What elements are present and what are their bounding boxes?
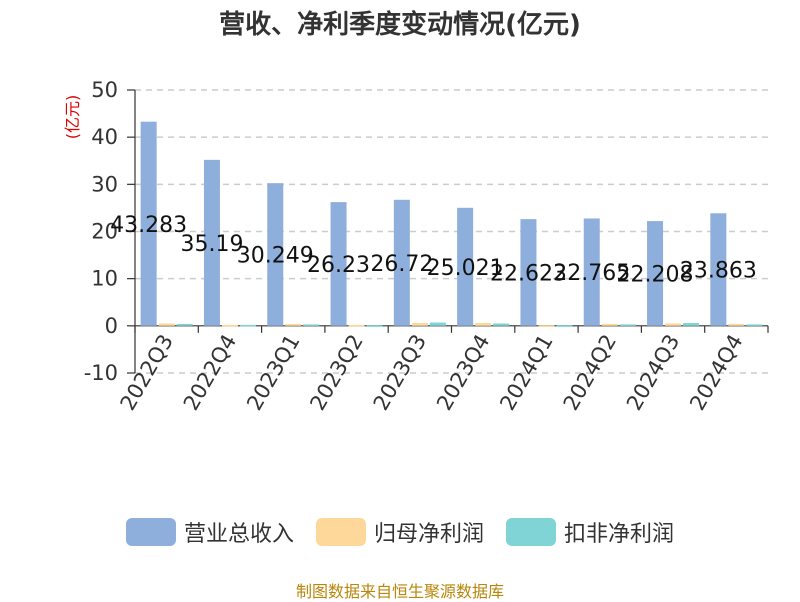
bar-net-profit	[665, 323, 682, 326]
data-label: 30.249	[237, 243, 314, 268]
data-label: 22.623	[490, 261, 567, 286]
data-source-note: 制图数据来自恒生聚源数据库	[295, 582, 504, 601]
bar-net-profit	[411, 323, 428, 326]
data-label: 26.23	[307, 253, 370, 278]
legend-label-deducted-profit: 扣非净利润	[564, 522, 675, 547]
data-label: 22.208	[617, 262, 694, 287]
bar-revenue	[393, 199, 410, 326]
y-tick-label: 20	[91, 220, 118, 244]
bar-deducted-profit	[619, 324, 636, 326]
legend-swatch-deducted-profit	[506, 518, 556, 546]
bar-deducted-profit	[303, 324, 320, 326]
bar-deducted-profit	[746, 324, 763, 326]
y-tick-label: -10	[84, 361, 118, 385]
data-label: 43.283	[110, 213, 187, 238]
bar-deducted-profit	[176, 323, 193, 326]
x-tick-label: 2024Q4	[685, 330, 747, 414]
bar-deducted-profit	[683, 323, 700, 326]
bar-revenue	[583, 218, 600, 326]
bar-deducted-profit	[493, 323, 510, 326]
bar-revenue	[457, 207, 474, 326]
bar-deducted-profit	[556, 325, 573, 327]
bar-revenue	[647, 221, 664, 326]
legend-swatch-net-profit	[315, 518, 366, 546]
bar-revenue	[520, 219, 537, 326]
bar-deducted-profit	[366, 325, 383, 327]
legend-item-net-profit[interactable]: 归母净利润	[315, 516, 484, 548]
bar-revenue	[140, 121, 157, 326]
bar-net-profit	[538, 325, 555, 327]
y-tick-label: 30	[91, 172, 118, 196]
data-label: 26.72	[370, 252, 433, 277]
y-tick-label: 40	[91, 125, 118, 149]
legend-item-deducted-profit[interactable]: 扣非净利润	[506, 516, 674, 548]
x-tick-label: 2023Q1	[242, 330, 304, 414]
bar-net-profit	[728, 323, 745, 326]
x-tick-label: 2023Q4	[432, 330, 494, 414]
bars	[140, 121, 763, 327]
bar-net-profit	[221, 324, 238, 327]
data-label: 22.765	[553, 261, 630, 286]
bar-net-profit	[601, 323, 618, 326]
x-tick-label: 2022Q4	[179, 330, 241, 414]
data-label: 25.021	[427, 256, 504, 281]
bar-revenue	[267, 183, 284, 326]
data-label: 23.863	[680, 259, 757, 284]
bar-revenue	[203, 159, 220, 326]
y-tick-label: 10	[91, 267, 118, 291]
bar-net-profit	[475, 323, 492, 326]
y-axis-title: (亿元)	[63, 95, 82, 140]
x-tick-label: 2024Q1	[495, 330, 557, 414]
legend-label-net-profit: 归母净利润	[373, 522, 484, 547]
bar-net-profit	[348, 324, 365, 327]
legend-label-revenue: 营业总收入	[183, 522, 294, 547]
bar-net-profit	[158, 323, 175, 326]
bar-deducted-profit	[429, 322, 446, 326]
data-label: 35.19	[180, 232, 243, 257]
bar-deducted-profit	[239, 324, 256, 327]
y-tick-label: 50	[91, 78, 118, 102]
bar-revenue	[710, 213, 727, 326]
y-tick-label: 0	[105, 314, 118, 338]
bar-revenue	[330, 202, 347, 326]
legend: 营业总收入 归母净利润 扣非净利润	[0, 516, 800, 548]
legend-swatch-revenue	[125, 518, 176, 546]
chart-title: 营收、净利季度变动情况(亿元)	[219, 10, 581, 40]
legend-item-revenue[interactable]: 营业总收入	[125, 516, 294, 548]
bar-net-profit	[285, 323, 302, 326]
